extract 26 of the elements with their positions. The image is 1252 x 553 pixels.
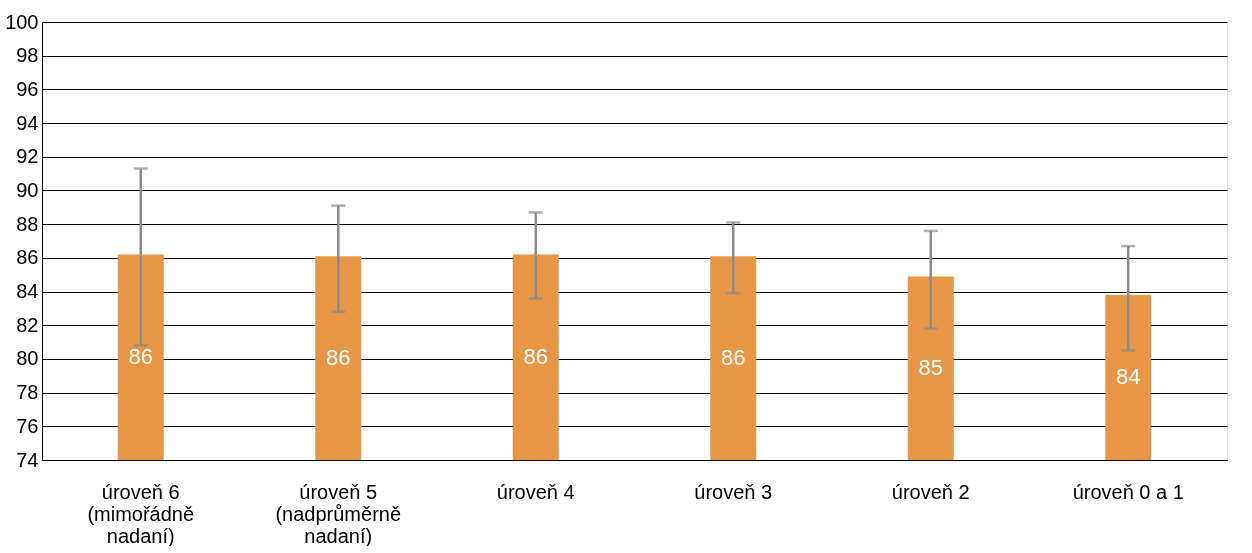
y-tick-label: 78 — [16, 381, 39, 404]
data-label: 86 — [326, 345, 351, 371]
data-label: 84 — [1116, 364, 1141, 390]
data-label: 85 — [918, 355, 943, 381]
y-tick-label: 74 — [16, 448, 39, 471]
y-tick-label: 88 — [16, 212, 39, 235]
data-label: 86 — [721, 345, 746, 371]
x-tick-label: úroveň 4 — [496, 480, 575, 503]
y-tick-label: 84 — [16, 280, 39, 303]
data-label: 86 — [128, 344, 153, 370]
y-tick-label: 100 — [5, 10, 39, 33]
x-tick-label: úroveň 3 — [694, 480, 773, 503]
y-tick-label: 76 — [16, 414, 39, 437]
data-label: 86 — [523, 344, 548, 370]
y-tick-label: 82 — [16, 313, 39, 336]
x-tick-label: úroveň 5 (nadprůměrně nadaní) — [275, 480, 402, 547]
y-tick-label: 96 — [16, 77, 39, 100]
x-tick-label: úroveň 2 — [891, 480, 970, 503]
y-tick-label: 86 — [16, 246, 39, 269]
y-tick-label: 80 — [16, 347, 39, 370]
x-tick-label: úroveň 6 (mimořádně nadaní) — [87, 480, 195, 547]
y-tick-label: 94 — [16, 111, 39, 134]
y-tick-label: 98 — [16, 44, 39, 67]
y-tick-label: 90 — [16, 178, 39, 201]
x-tick-label: úroveň 0 a 1 — [1072, 480, 1184, 503]
y-tick-label: 92 — [16, 145, 39, 168]
